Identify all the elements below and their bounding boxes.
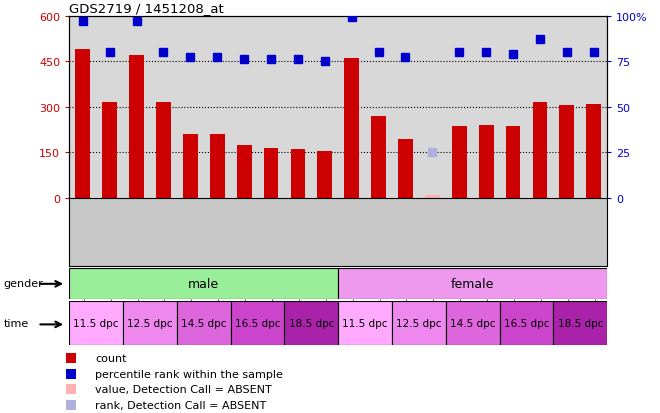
Bar [506,127,521,198]
Bar [156,103,171,198]
Text: value, Detection Call = ABSENT: value, Detection Call = ABSENT [96,385,272,394]
Bar [533,103,547,198]
Bar [339,268,607,299]
Text: 11.5 dpc: 11.5 dpc [73,318,119,328]
Bar [102,103,117,198]
Bar [392,301,446,345]
Text: 12.5 dpc: 12.5 dpc [127,318,173,328]
Bar [231,301,284,345]
Bar [317,151,332,198]
Bar [69,301,123,345]
Bar [586,104,601,198]
Text: rank, Detection Call = ABSENT: rank, Detection Call = ABSENT [96,400,267,410]
Text: female: female [451,278,494,290]
Bar [500,301,554,345]
Text: 11.5 dpc: 11.5 dpc [343,318,388,328]
Bar [210,135,224,198]
Bar [75,50,90,198]
Text: gender: gender [3,279,43,289]
Bar [478,126,494,198]
Bar [345,59,359,198]
Text: 12.5 dpc: 12.5 dpc [396,318,442,328]
Bar [263,148,279,198]
Text: male: male [188,278,219,290]
Bar [237,145,251,198]
Text: GDS2719 / 1451208_at: GDS2719 / 1451208_at [69,2,224,15]
Text: percentile rank within the sample: percentile rank within the sample [96,369,283,379]
Bar [398,139,413,198]
Text: time: time [3,318,28,328]
Bar [284,301,339,345]
Text: 18.5 dpc: 18.5 dpc [558,318,603,328]
Bar [339,301,392,345]
Text: 16.5 dpc: 16.5 dpc [235,318,280,328]
Text: 18.5 dpc: 18.5 dpc [288,318,334,328]
Text: count: count [96,354,127,363]
Bar [425,196,440,198]
Text: 14.5 dpc: 14.5 dpc [450,318,496,328]
Bar [290,150,306,198]
Bar [129,56,144,198]
Text: 14.5 dpc: 14.5 dpc [181,318,226,328]
Bar [177,301,231,345]
Bar [371,116,386,198]
Bar [183,135,198,198]
Bar [554,301,607,345]
Text: 16.5 dpc: 16.5 dpc [504,318,549,328]
Bar [452,127,467,198]
Bar [69,268,339,299]
Bar [560,106,574,198]
Bar [123,301,177,345]
Bar [446,301,500,345]
